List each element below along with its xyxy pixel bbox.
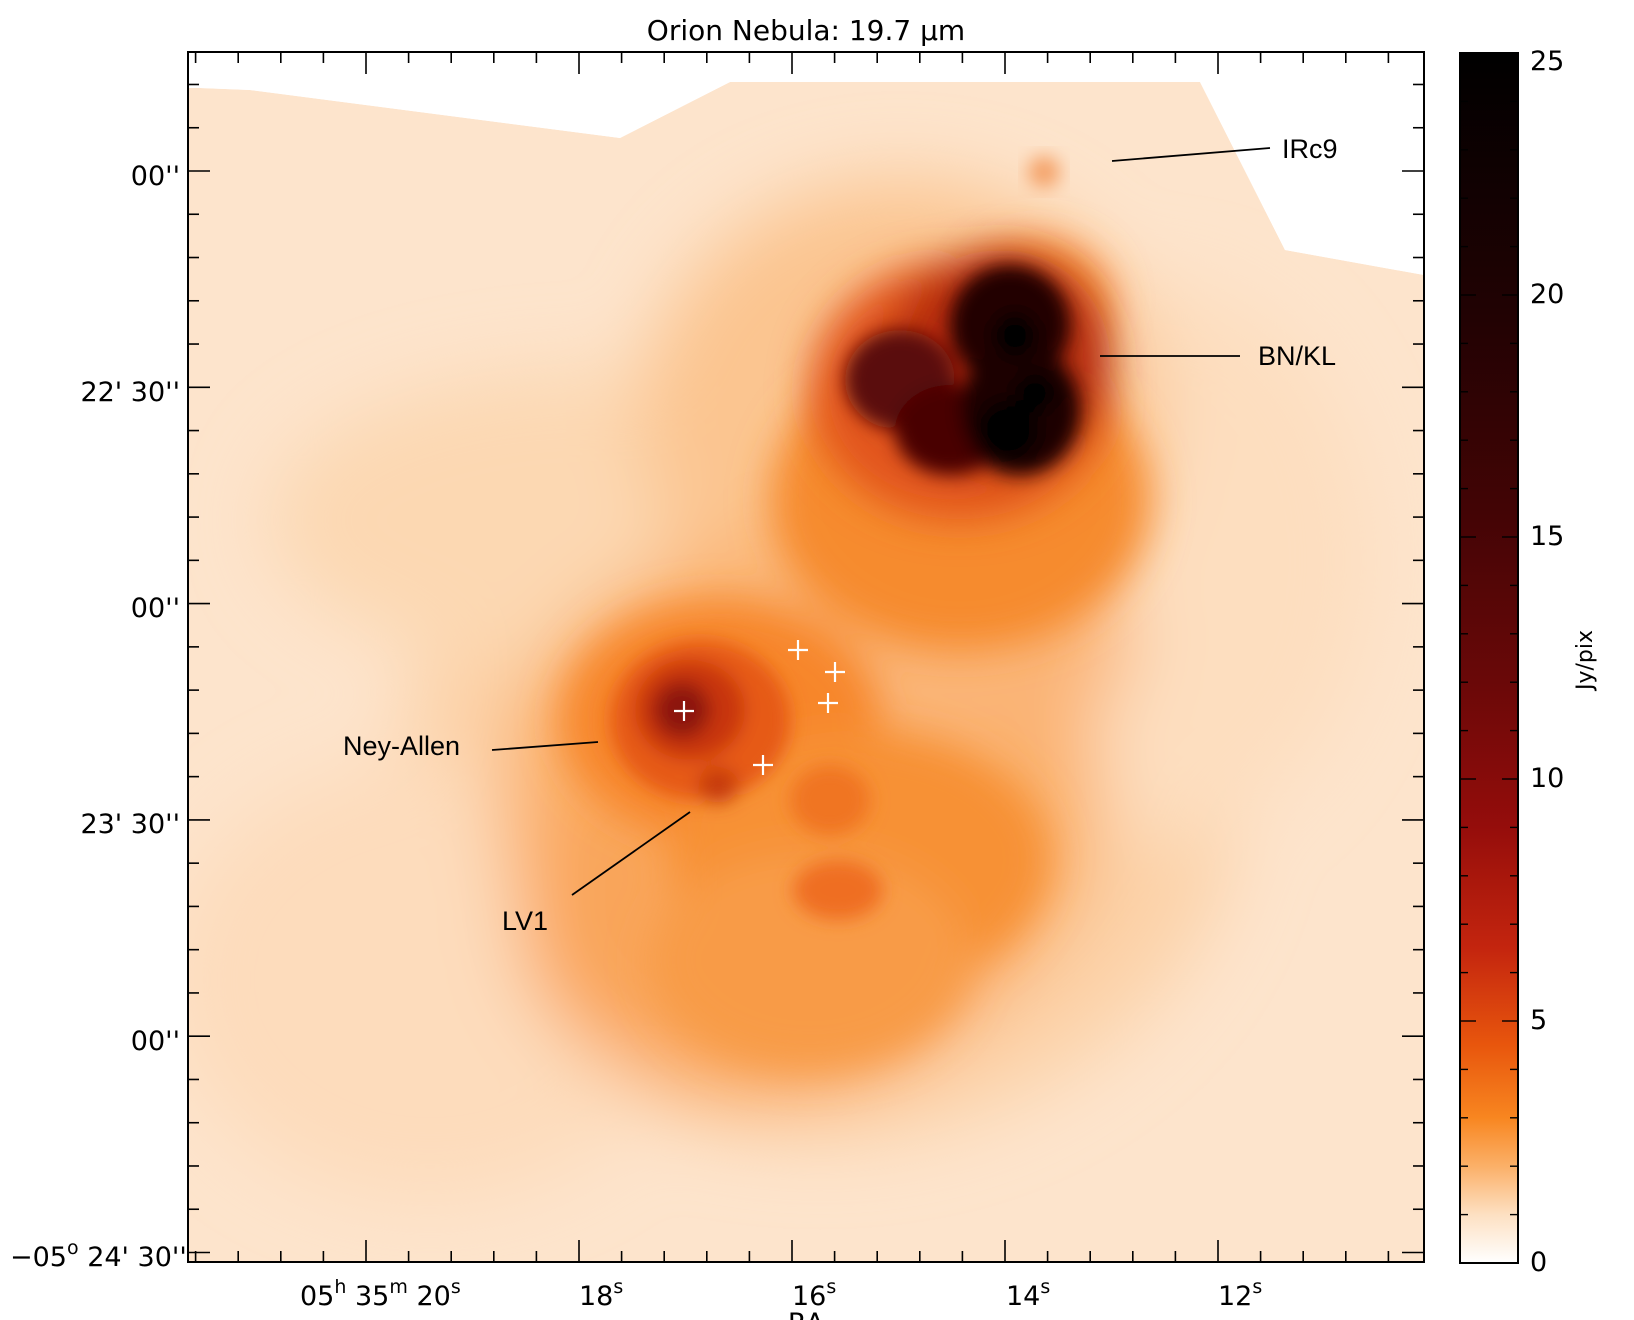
- colorbar-tick-0: 0: [1530, 1247, 1547, 1278]
- marker-0: [674, 701, 694, 721]
- x-axis-label: RA: [788, 1308, 825, 1320]
- irc9-pointer: [1111, 147, 1271, 162]
- colorbar-tick-5: 5: [1530, 1005, 1547, 1036]
- plot-frame: [187, 51, 1425, 1263]
- y-tick-label-2: 00'': [131, 593, 180, 624]
- colorbar-tick-15: 15: [1530, 521, 1564, 552]
- bnkl-core: [845, 265, 1080, 475]
- irc9-source: [1028, 156, 1060, 188]
- y-ticks: [188, 83, 1424, 1254]
- chart-title: Orion Nebula: 19.7 μm: [647, 14, 965, 47]
- ney-allen-pointer: [491, 741, 599, 751]
- colorbar-ticks: [1460, 52, 1518, 1264]
- y-tick-label-3: 23' 30'': [80, 809, 180, 840]
- annotation-bnkl: BN/KL: [1258, 341, 1336, 371]
- colorbar-tick-20: 20: [1530, 279, 1564, 310]
- annotation-ney-allen: Ney-Allen: [343, 731, 460, 761]
- marker-3: [818, 693, 838, 713]
- colorbar-tick-25: 25: [1530, 46, 1564, 77]
- no-data-region: [188, 52, 1424, 275]
- y-tick-label-4: 00'': [131, 1026, 180, 1057]
- heatmap-image: [188, 52, 1424, 1262]
- x-tick-label-3: 14s: [1006, 1276, 1050, 1312]
- annotation-irc9: IRc9: [1282, 134, 1338, 164]
- marker-4: [753, 755, 773, 775]
- lv1-pointer: [571, 811, 691, 896]
- x-tick-label-2: 16s: [792, 1276, 836, 1312]
- y-tick-label-0: 00'': [131, 161, 180, 192]
- y-tick-label-1: 22' 30'': [80, 377, 180, 408]
- x-tick-label-1: 18s: [579, 1276, 623, 1312]
- colorbar: 0 5 10 15 20 25 Jy/pix: [1459, 46, 1598, 1278]
- annotation-lv1: LV1: [502, 906, 548, 936]
- colorbar-tick-10: 10: [1530, 763, 1564, 794]
- ney-allen-emission: [610, 640, 883, 920]
- x-tick-label-4: 12s: [1218, 1276, 1262, 1312]
- x-ticks: [194, 52, 1390, 1262]
- marker-2: [825, 662, 845, 682]
- y-tick-label-5: −05o 24' 30'': [10, 1237, 187, 1273]
- colorbar-label: Jy/pix: [1573, 630, 1598, 692]
- marker-1: [788, 640, 808, 660]
- x-tick-label-0: 05h 35m 20s: [300, 1276, 461, 1312]
- colorbar-gradient: [1459, 52, 1519, 1264]
